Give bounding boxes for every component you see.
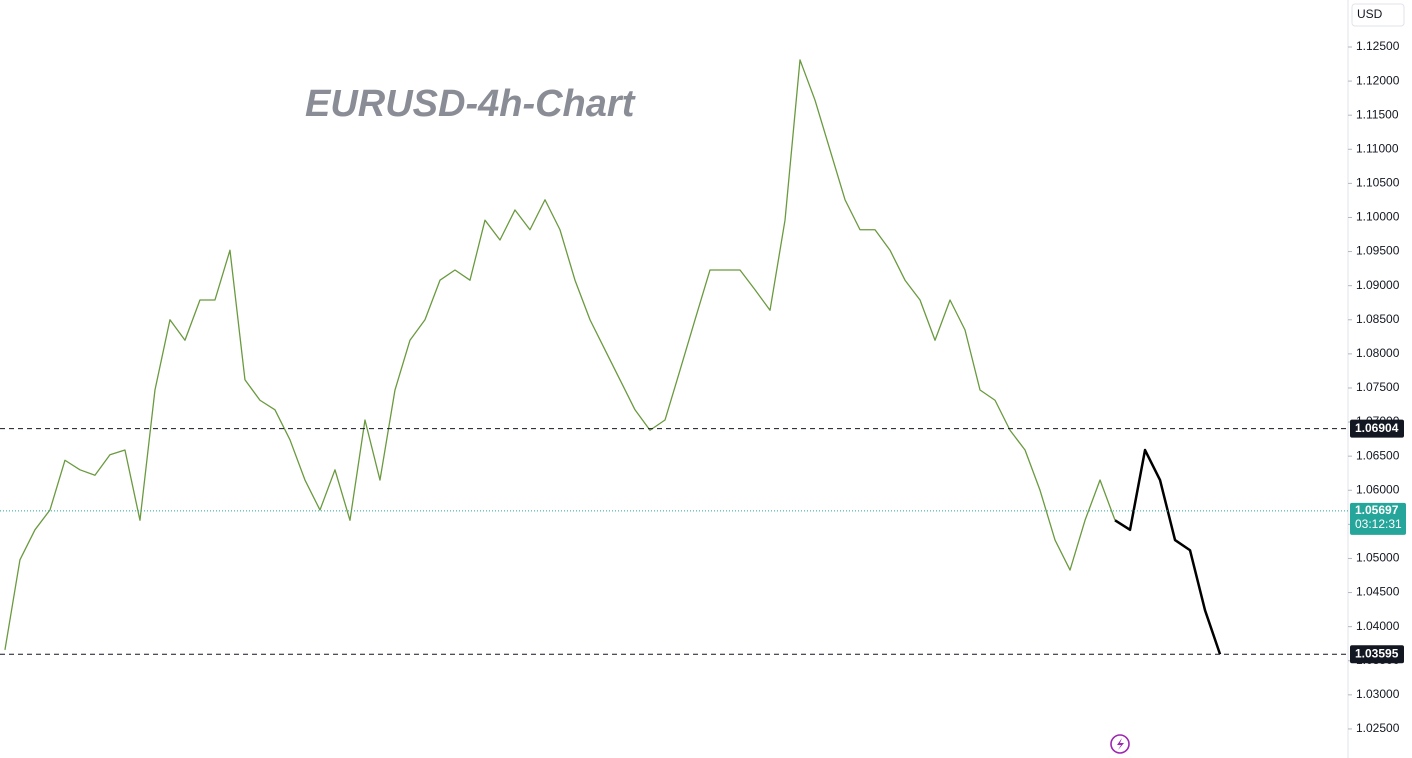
y-tick-label: 1.09000 (1356, 278, 1400, 292)
y-tick-label: 1.06500 (1356, 448, 1400, 462)
y-tick-label: 1.08000 (1356, 346, 1400, 360)
price-line (4, 59, 1116, 650)
level-box (1350, 419, 1404, 438)
y-tick-label: 1.06000 (1356, 482, 1400, 496)
y-tick-label: 1.04500 (1356, 585, 1400, 599)
lightning-icon[interactable] (1110, 734, 1130, 754)
y-tick-label: 1.12500 (1356, 39, 1400, 53)
current-price-box (1350, 502, 1406, 535)
level-box (1350, 645, 1404, 664)
level-label: 1.06904 (1355, 421, 1399, 435)
countdown-label: 03:12:31 (1355, 517, 1402, 531)
y-tick-label: 1.12000 (1356, 73, 1400, 87)
currency-button[interactable] (1351, 3, 1405, 27)
y-tick-label: 1.03000 (1356, 687, 1400, 701)
y-tick-label: 1.09500 (1356, 244, 1400, 258)
current-price-label: 1.05697 (1355, 503, 1399, 517)
y-tick-label: 1.11500 (1356, 107, 1399, 121)
y-tick-label: 1.08500 (1356, 312, 1400, 326)
y-tick-label: 1.04000 (1356, 619, 1400, 633)
chart-title: EURUSD-4h-Chart (305, 83, 636, 125)
y-tick-label: 1.02500 (1356, 721, 1400, 735)
y-tick-label: 1.10500 (1356, 176, 1400, 190)
currency-label: USD (1357, 7, 1383, 21)
y-tick-label: 1.11000 (1356, 141, 1399, 155)
y-tick-label: 1.10000 (1356, 210, 1400, 224)
y-tick-label: 1.05000 (1356, 551, 1400, 565)
y-tick-label: 1.07500 (1356, 380, 1400, 394)
level-label: 1.03595 (1355, 646, 1399, 660)
price-line (1114, 448, 1222, 655)
